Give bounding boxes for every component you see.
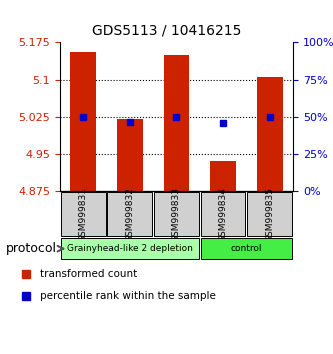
Text: GSM999832: GSM999832 (125, 187, 135, 242)
Text: transformed count: transformed count (40, 269, 137, 279)
Text: GSM999833: GSM999833 (172, 187, 181, 242)
Text: control: control (231, 244, 262, 253)
FancyBboxPatch shape (154, 192, 199, 236)
Text: GDS5113 / 10416215: GDS5113 / 10416215 (92, 23, 241, 37)
Bar (210, 161, 236, 191)
FancyBboxPatch shape (61, 238, 199, 259)
Text: GSM999834: GSM999834 (218, 187, 228, 242)
Text: protocol: protocol (6, 242, 57, 255)
Text: percentile rank within the sample: percentile rank within the sample (40, 291, 216, 301)
Text: GSM999835: GSM999835 (265, 187, 274, 242)
Bar (257, 77, 282, 191)
Bar (71, 52, 96, 191)
Text: Grainyhead-like 2 depletion: Grainyhead-like 2 depletion (67, 244, 193, 253)
Bar (164, 55, 189, 191)
FancyBboxPatch shape (201, 238, 292, 259)
Bar (117, 119, 143, 191)
FancyBboxPatch shape (201, 192, 245, 236)
FancyBboxPatch shape (247, 192, 292, 236)
Text: GSM999831: GSM999831 (79, 187, 88, 242)
FancyBboxPatch shape (61, 192, 106, 236)
FancyBboxPatch shape (108, 192, 152, 236)
